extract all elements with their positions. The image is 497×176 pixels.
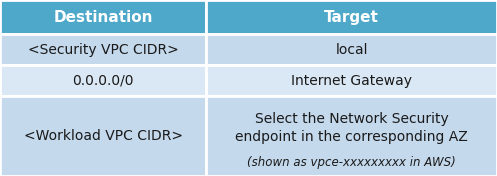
Text: Internet Gateway: Internet Gateway: [291, 74, 412, 87]
Text: local: local: [335, 43, 368, 57]
Text: (shown as vpce-xxxxxxxxx in AWS): (shown as vpce-xxxxxxxxx in AWS): [247, 156, 456, 169]
Text: <Security VPC CIDR>: <Security VPC CIDR>: [28, 43, 178, 57]
Bar: [206, 0, 497, 34]
Text: Select the Network Security
endpoint in the corresponding AZ: Select the Network Security endpoint in …: [235, 112, 468, 144]
Text: 0.0.0.0/0: 0.0.0.0/0: [73, 74, 134, 87]
Bar: [206, 96, 497, 176]
Bar: [206, 34, 497, 65]
Bar: [0, 65, 206, 96]
Bar: [0, 34, 206, 65]
Text: Destination: Destination: [53, 10, 153, 25]
Bar: [0, 96, 206, 176]
Text: Target: Target: [324, 10, 379, 25]
Bar: [0, 0, 206, 34]
Bar: [206, 65, 497, 96]
Text: <Workload VPC CIDR>: <Workload VPC CIDR>: [24, 129, 182, 143]
